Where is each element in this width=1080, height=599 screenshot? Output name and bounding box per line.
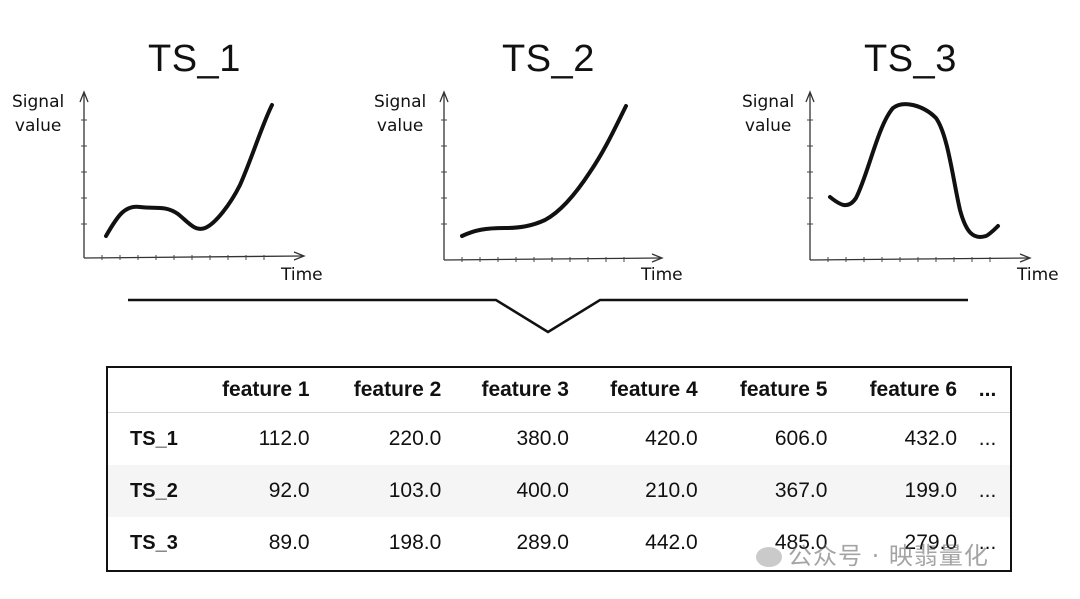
x-ticks: [827, 257, 991, 262]
table-cell: 103.0: [388, 479, 442, 502]
table-cell-ellipsis: ...: [978, 479, 997, 502]
y-axis-label-line1: Signal: [12, 92, 65, 112]
watermark: 公众号 · 映翡量化: [756, 536, 989, 571]
table-cell: 220.0: [388, 427, 442, 450]
x-ticks: [101, 255, 265, 260]
panel-ts1: TS_1 Signal value Time: [0, 0, 323, 300]
table-cell: 432.0: [904, 427, 958, 450]
column-header: feature 6: [835, 368, 966, 413]
x-axis-label: Time: [641, 265, 683, 285]
row-label: TS_3: [130, 531, 178, 554]
panel-ts2: TS_2 Signal value Time: [360, 0, 683, 300]
y-axis: [805, 90, 815, 260]
y-ticks: [441, 119, 447, 225]
signal-curve: [460, 104, 628, 238]
panel-title: TS_2: [502, 38, 595, 80]
y-axis: [79, 90, 89, 258]
table-cell: 279.0: [904, 531, 958, 554]
panel-title: TS_3: [864, 38, 957, 80]
x-ticks: [461, 257, 625, 262]
y-axis-label-line1: Signal: [742, 92, 795, 112]
table-cell: 92.0: [268, 479, 310, 502]
watermark-text: 公众号 · 映翡量化: [788, 542, 989, 570]
table-cell: 199.0: [904, 479, 958, 502]
table-cell: 380.0: [516, 427, 569, 450]
table-cell: 606.0: [774, 427, 828, 450]
table-row: TS_2 92.0 103.0 400.0 210.0 367.0 199.0 …: [108, 465, 1010, 517]
column-header: feature 4: [577, 368, 706, 413]
table-cell: 198.0: [388, 531, 442, 554]
y-axis: [439, 90, 449, 260]
y-ticks: [81, 119, 87, 225]
panel-ts3: TS_3 Signal value Time: [728, 0, 1059, 300]
column-header-ellipsis: ...: [965, 368, 1010, 413]
corner-cell: [108, 368, 196, 413]
y-ticks: [807, 119, 813, 225]
column-header: feature 2: [317, 368, 450, 413]
y-axis-label-line1: Signal: [374, 92, 427, 112]
y-axis-label-line2: value: [744, 116, 792, 136]
table-cell: 442.0: [645, 531, 698, 554]
table-header-row: feature 1 feature 2 feature 3 feature 4 …: [108, 368, 1010, 413]
signal-curve: [828, 102, 1000, 239]
y-axis-label: Signal value: [374, 90, 426, 138]
column-header: feature 1: [195, 368, 318, 413]
x-axis-label: Time: [1017, 265, 1059, 285]
table-row: TS_1 112.0 220.0 380.0 420.0 606.0 432.0…: [108, 413, 1010, 466]
y-axis-label-line2: value: [376, 116, 424, 136]
table-cell: 367.0: [774, 479, 828, 502]
plot-ts3: [805, 90, 1032, 263]
table-row: TS_3 89.0 198.0 289.0 442.0 485.0 279.0 …: [108, 517, 1010, 569]
panel-title: TS_1: [148, 38, 241, 80]
row-label: TS_1: [130, 427, 178, 450]
row-label: TS_2: [130, 479, 178, 502]
table-cell: 400.0: [516, 479, 569, 502]
y-axis-label: Signal value: [12, 90, 64, 138]
x-axis-label: Time: [281, 265, 323, 285]
table-cell: 485.0: [774, 531, 828, 554]
column-header: feature 5: [705, 368, 836, 413]
table-cell: 420.0: [645, 427, 698, 450]
plot-ts1: [79, 90, 306, 261]
table-cell: 89.0: [268, 531, 310, 554]
table-cell: 289.0: [516, 531, 569, 554]
feature-table: feature 1 feature 2 feature 3 feature 4 …: [106, 366, 1012, 572]
feature-grid: feature 1 feature 2 feature 3 feature 4 …: [108, 368, 1010, 569]
table-cell-ellipsis: ...: [978, 427, 997, 450]
wechat-logo-icon: [756, 547, 782, 567]
table-cell: 210.0: [645, 479, 698, 502]
merge-bracket: [128, 298, 968, 334]
table-cell: 112.0: [258, 427, 310, 450]
table-cell-ellipsis: ...: [978, 531, 997, 554]
plot-ts2: [439, 90, 664, 263]
y-axis-label-line2: value: [14, 116, 62, 136]
column-header: feature 3: [449, 368, 577, 413]
signal-curve: [104, 103, 274, 238]
y-axis-label: Signal value: [742, 90, 794, 138]
